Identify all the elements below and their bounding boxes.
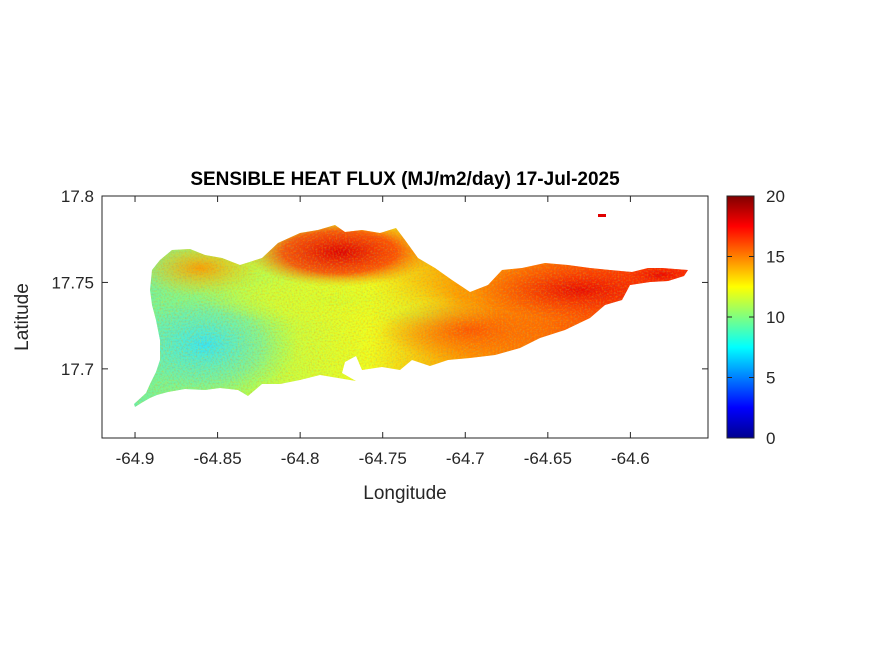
- colorbar-tick-label: 0: [766, 429, 775, 448]
- x-tick-label: -64.9: [116, 449, 155, 468]
- x-tick-label: -64.6: [611, 449, 650, 468]
- chart-title: SENSIBLE HEAT FLUX (MJ/m2/day) 17-Jul-20…: [190, 169, 620, 190]
- x-axis: -64.9 -64.85 -64.8 -64.75 -64.7 -64.65 -64.6: [116, 196, 650, 468]
- x-tick-label: -64.8: [281, 449, 320, 468]
- x-tick-label: -64.85: [193, 449, 241, 468]
- y-axis-label: Latitude: [12, 283, 33, 351]
- y-tick-label: 17.75: [51, 273, 94, 292]
- y-tick-label: 17.7: [61, 360, 94, 379]
- x-tick-label: -64.65: [524, 449, 572, 468]
- x-axis-label: Longitude: [363, 483, 446, 504]
- x-tick-label: -64.75: [359, 449, 407, 468]
- x-tick-label: -64.7: [446, 449, 485, 468]
- y-axis: 17.7 17.75 17.8: [51, 187, 708, 379]
- colorbar-tick-label: 10: [766, 308, 785, 327]
- colorbar-tick-label: 5: [766, 369, 775, 388]
- islet: [598, 214, 606, 217]
- colorbar-tick-label: 20: [766, 187, 785, 206]
- colorbar-tick-label: 15: [766, 248, 785, 267]
- colorbar: 0 5 10 15 20: [726, 187, 785, 448]
- y-tick-label: 17.8: [61, 187, 94, 206]
